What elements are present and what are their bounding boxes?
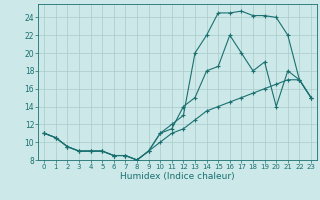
X-axis label: Humidex (Indice chaleur): Humidex (Indice chaleur) (120, 172, 235, 181)
